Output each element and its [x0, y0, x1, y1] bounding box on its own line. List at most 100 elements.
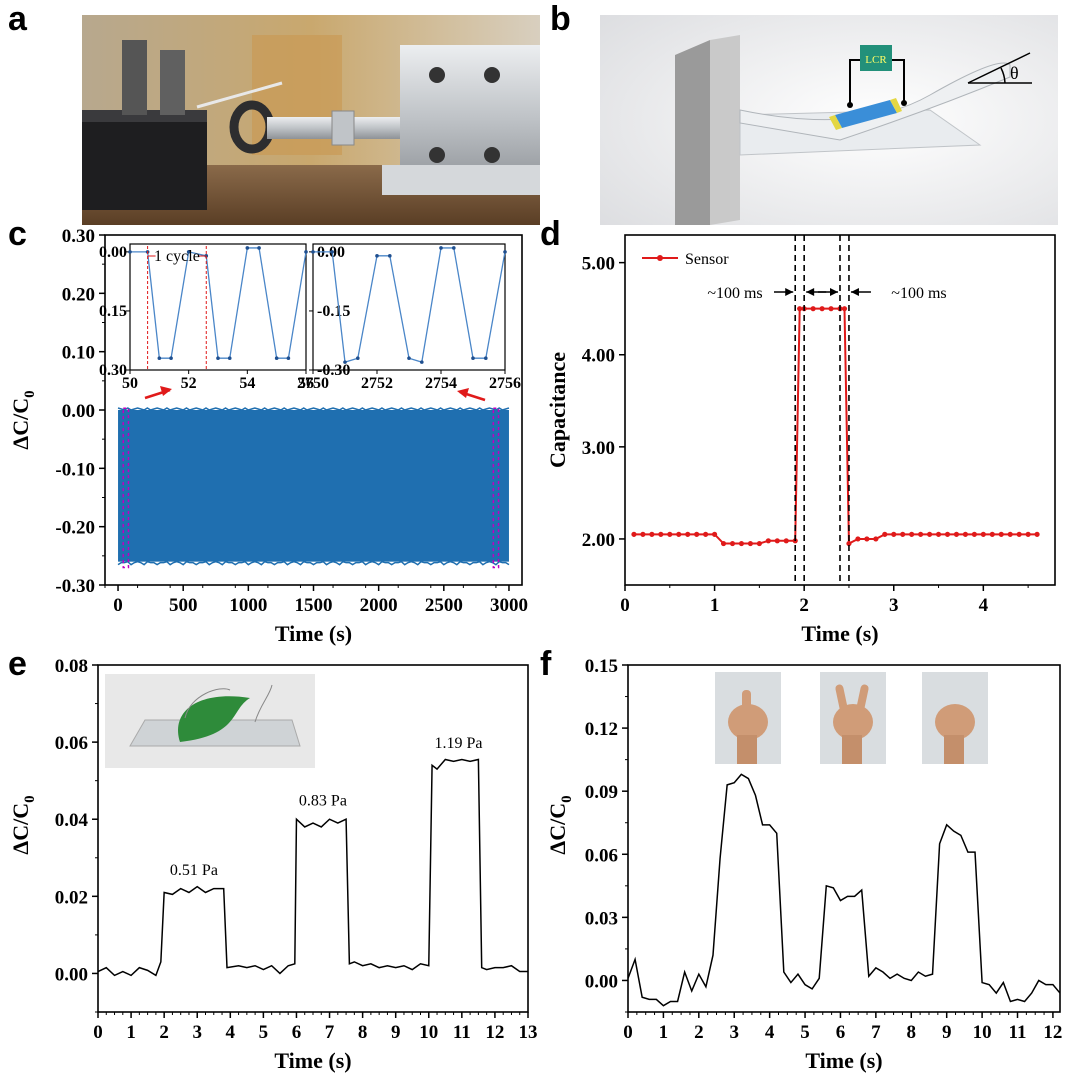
- response-line: [97, 758, 528, 977]
- band-bottom-edge: [117, 560, 510, 566]
- x-tick-label: 9: [942, 1022, 952, 1043]
- panel-letter-e: e: [8, 645, 27, 683]
- inset-x-tick-label: 2756: [489, 375, 521, 392]
- y-tick-label: 5.00: [582, 254, 615, 275]
- thumbs-up-photo: [715, 672, 781, 764]
- sensor-data-point: [953, 531, 960, 537]
- v-sign-photo: [820, 672, 886, 764]
- y-tick-label: 0.06: [55, 733, 88, 754]
- finger: [856, 684, 869, 714]
- sensor-data-point: [765, 538, 771, 544]
- sensor-data-point: [756, 540, 762, 547]
- inset-x-tick-label: 50: [122, 375, 138, 392]
- sensor-data-point: [774, 538, 780, 544]
- sensor-data-point: [926, 531, 933, 537]
- x-tick-label: 11: [1009, 1022, 1027, 1043]
- pressure-label: 0.83 Pa: [299, 793, 347, 810]
- inset-data-point: [330, 250, 335, 254]
- inset-data-point: [343, 360, 347, 364]
- inset-1: 50 52 54 56 0.00 0.15 0.30 1 cycle: [99, 243, 314, 392]
- x-tick-label: 3: [729, 1022, 739, 1043]
- inset-data-point: [274, 356, 279, 360]
- sensor-data-point: [658, 531, 664, 537]
- sensor-data-point: [935, 531, 942, 537]
- arrow-left-head: [160, 386, 172, 396]
- x-tick-label: 2: [799, 595, 809, 616]
- x-tick-label: 9: [391, 1022, 401, 1043]
- sensor-data-point: [971, 531, 977, 537]
- y-axis-label: Capacitance: [545, 352, 570, 468]
- x-tick-label: 10: [419, 1022, 438, 1043]
- sensor-data-point: [631, 531, 637, 537]
- inset-frame: [129, 243, 307, 371]
- sensor-data-point: [720, 540, 727, 547]
- y-tick-label: 0.00: [62, 401, 95, 422]
- x-tick-label: 12: [1043, 1022, 1062, 1043]
- y-tick-label: 0.00: [55, 964, 88, 985]
- sensor-data-point: [667, 531, 673, 537]
- inset-data-point: [388, 254, 392, 258]
- y-tick-label: 0.06: [585, 845, 618, 866]
- y-tick-label: 0.08: [55, 656, 88, 677]
- pressure-label: 1.19 Pa: [435, 735, 483, 752]
- inset-data-point: [420, 360, 424, 364]
- hand-shape: [728, 704, 768, 740]
- chart-d: 0 1 2 3 4 5.00 4.00 3.00 2.00 Time (s) Capacitance…: [545, 234, 1056, 646]
- sensor-data-point: [1016, 531, 1022, 537]
- inset-x-tick-label: 54: [239, 375, 255, 392]
- x-tick-label: 3: [192, 1022, 202, 1043]
- y-tick-label: 0.15: [585, 656, 618, 677]
- y-tick-label: 4.00: [582, 346, 615, 367]
- sensor-data-point: [944, 531, 951, 537]
- sensor-data-point: [891, 531, 897, 537]
- sensor-data-point: [738, 540, 745, 547]
- wrist-shape: [842, 735, 862, 764]
- x-tick-label: 1: [659, 1022, 669, 1043]
- x-tick-label: 3000: [490, 595, 528, 616]
- inset-x-tick-label: 56: [298, 375, 314, 392]
- sensor-data-point: [989, 531, 995, 537]
- leaf-photo: [105, 674, 315, 768]
- sensor-data-point: [711, 531, 718, 537]
- x-tick-label: 2000: [360, 595, 398, 616]
- panel-letter-f: f: [540, 645, 552, 683]
- inset-x-tick-label: 2752: [361, 375, 393, 392]
- y-tick-label: -0.30: [55, 576, 95, 597]
- angle-label: θ: [1010, 63, 1019, 83]
- x-tick-label: 6: [292, 1022, 302, 1043]
- gesture-response-line: [627, 773, 1061, 1007]
- x-tick-label: 13: [519, 1022, 538, 1043]
- sensor-data-point: [909, 531, 915, 537]
- leaf-shape: [178, 696, 250, 742]
- wire: [184, 688, 231, 719]
- inset-data-point: [245, 246, 250, 250]
- x-tick-label: 2500: [425, 595, 463, 616]
- y-axis-label: ΔC/C0: [8, 390, 38, 449]
- cyclic-response-band: [118, 410, 509, 562]
- x-tick-label: 4: [979, 595, 989, 616]
- x-tick-label: 1: [710, 595, 720, 616]
- annotation-arrowhead: [830, 288, 838, 296]
- legend-label: Sensor: [685, 251, 729, 268]
- sensor-data-point: [810, 306, 816, 312]
- x-tick-label: 0: [620, 595, 630, 616]
- chart-c: 0 500 1000 1500 2000 2500 3000 0.30 0.20 0.10 0.00…: [8, 226, 528, 646]
- pressure-label: 0.51 Pa: [170, 862, 218, 879]
- sensor-data-point: [828, 306, 834, 312]
- inset-x-tick-label: 52: [181, 375, 197, 392]
- x-tick-label: 12: [485, 1022, 504, 1043]
- inset-data-point: [484, 356, 488, 360]
- finger: [835, 684, 848, 714]
- sensor-data-point: [703, 531, 709, 537]
- inset-data-point: [439, 246, 443, 250]
- inset-data-point: [356, 356, 360, 360]
- response-annotation: ~100 ms: [707, 285, 762, 302]
- inset-data-point: [375, 254, 379, 258]
- x-tick-label: 3: [889, 595, 899, 616]
- x-tick-label: 4: [226, 1022, 236, 1043]
- wire: [254, 684, 273, 723]
- inset-frame: [312, 243, 506, 371]
- x-tick-label: 0: [623, 1022, 633, 1043]
- y-tick-label: 0.04: [55, 810, 89, 831]
